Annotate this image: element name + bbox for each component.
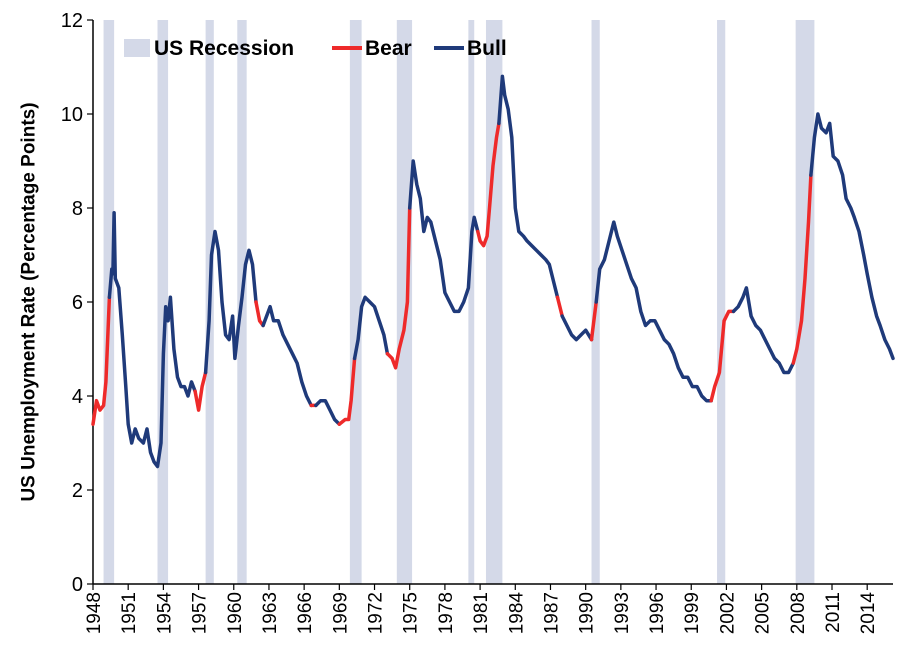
y-tick-label-4: 8 <box>72 198 83 220</box>
x-tick-label-16: 1996 <box>647 592 668 634</box>
bull-segment-3 <box>203 229 258 375</box>
x-tick-label-9: 1975 <box>401 592 422 634</box>
y-tick-label-0: 0 <box>72 574 83 596</box>
x-tick-label-7: 1969 <box>330 592 351 634</box>
axis-ticks: 0 2 4 6 8 10 12 1948 1951 1954 1957 1960 1963 1966 196… <box>61 10 879 634</box>
y-tick-label-5: 10 <box>61 104 83 126</box>
y-axis-label-container: US Unemployment Rate (Percentage Points) <box>0 20 60 584</box>
bull-segment-9 <box>352 295 390 361</box>
bull-segment-19 <box>731 286 796 375</box>
x-tick-label-12: 1984 <box>506 592 527 635</box>
bear-segment-12 <box>476 121 501 248</box>
bull-segment-15 <box>560 314 594 342</box>
bear-segment-0 <box>91 295 112 426</box>
x-tick-label-22: 2014 <box>858 592 879 635</box>
bull-segment-11 <box>407 159 480 314</box>
bear-segment-20 <box>791 173 813 365</box>
series-lines <box>91 74 895 469</box>
legend: US Recession Bear Bull <box>124 37 507 60</box>
legend-bear-label: Bear <box>365 37 412 60</box>
bull-segment-1 <box>107 210 197 469</box>
recession-band-6 <box>468 20 475 584</box>
x-tick-label-15: 1993 <box>612 592 633 634</box>
recession-band-5 <box>396 20 413 584</box>
bull-segment-7 <box>314 398 342 426</box>
bull-segment-13 <box>497 74 560 300</box>
x-tick-label-14: 1990 <box>577 592 598 634</box>
y-tick-label-1: 2 <box>72 480 83 502</box>
bear-segment-4 <box>254 300 265 328</box>
y-tick-label-3: 6 <box>72 292 83 314</box>
recession-band-10 <box>795 20 815 584</box>
y-tick-label-2: 4 <box>72 386 83 408</box>
x-tick-label-21: 2011 <box>823 592 844 633</box>
recession-band-1 <box>157 20 169 584</box>
bear-segment-2 <box>193 370 208 412</box>
x-tick-label-1: 1951 <box>119 592 140 634</box>
recession-band-4 <box>349 20 362 584</box>
bull-segment-17 <box>594 220 713 403</box>
recession-band-9 <box>717 20 726 584</box>
legend-recession-swatch <box>124 39 150 57</box>
legend-bull-label: Bull <box>467 37 507 60</box>
legend-recession-label: US Recession <box>154 37 294 60</box>
x-tick-label-17: 1999 <box>682 592 703 634</box>
x-tick-label-4: 1960 <box>225 592 246 634</box>
bull-segment-21 <box>809 112 895 361</box>
y-tick-label-6: 12 <box>61 10 83 32</box>
x-tick-label-10: 1978 <box>436 592 457 634</box>
x-tick-label-11: 1981 <box>471 592 492 634</box>
x-tick-label-19: 2005 <box>753 592 774 634</box>
y-axis-label: US Unemployment Rate (Percentage Points) <box>19 102 40 502</box>
x-tick-label-0: 1948 <box>84 592 105 634</box>
recession-band-7 <box>485 20 503 584</box>
bear-segment-14 <box>555 295 564 318</box>
bear-segment-8 <box>337 356 357 426</box>
bull-segment-5 <box>261 304 313 408</box>
x-tick-label-18: 2002 <box>717 592 738 634</box>
x-tick-label-3: 1957 <box>190 592 211 634</box>
x-tick-label-2: 1954 <box>154 592 175 635</box>
x-tick-label-8: 1972 <box>366 592 387 634</box>
x-tick-label-5: 1963 <box>260 592 281 634</box>
x-tick-label-13: 1987 <box>541 592 562 634</box>
x-tick-label-20: 2008 <box>788 592 809 634</box>
x-tick-label-6: 1966 <box>295 592 316 634</box>
bear-segment-16 <box>589 300 598 342</box>
bear-segment-18 <box>709 309 736 403</box>
bear-segment-10 <box>385 206 412 370</box>
